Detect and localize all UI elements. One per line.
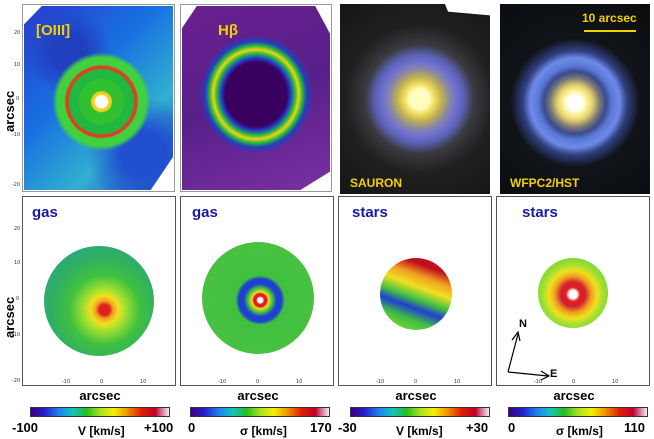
b3-xtick-3: 10 [454, 379, 461, 385]
bl-xlabel: arcsec [79, 388, 121, 403]
b4-xlabel: arcsec [553, 388, 595, 403]
gas-velocity-map [44, 246, 154, 356]
colorbar-2-max: 170 [310, 420, 332, 435]
compass-arrows [507, 330, 551, 381]
gas-dispersion-map [202, 242, 314, 354]
colorbar-gas-dispersion [190, 407, 330, 417]
bl-xtick-2: 0 [100, 379, 104, 385]
b3-xtick-1: -10 [376, 379, 385, 385]
top-ytick-2: 10 [14, 62, 21, 68]
b2-xlabel: arcsec [237, 388, 279, 403]
colorbar-2-min: 0 [188, 420, 196, 435]
bot-ytick-5: -20 [12, 378, 21, 384]
hst-image [500, 4, 650, 194]
scale-bar [584, 30, 636, 32]
colorbar-gas-velocity [30, 407, 170, 417]
bot-ytick-3: 0 [16, 296, 20, 302]
b3-xtick-2: 0 [414, 379, 418, 385]
b4-xtick-3: 10 [612, 379, 619, 385]
colorbar-4-quantity: σ [km/s] [556, 424, 603, 438]
hbeta-map-image [182, 6, 330, 190]
hst-image-panel: 10 arcsec WFPC2/HST [500, 4, 650, 194]
bot-ytick-1: 20 [14, 226, 21, 232]
oiii-map-panel: [OIII] [22, 4, 175, 192]
colorbar-4-min: 0 [508, 420, 516, 435]
top-ytick-3: 0 [16, 96, 20, 102]
compass-east-label: E [550, 368, 558, 380]
b2-xtick-1: -10 [218, 379, 227, 385]
colorbar-stars-velocity [350, 407, 490, 417]
colorbar-1-max: +100 [144, 420, 174, 435]
sauron-label: SAURON [350, 176, 403, 190]
colorbar-1-min: -100 [12, 420, 39, 435]
colorbar-3-min: -30 [338, 420, 357, 435]
stars-dispersion-map [538, 258, 608, 328]
colorbar-3-quantity: V [km/s] [396, 424, 443, 438]
b4-xtick-1: -10 [534, 379, 543, 385]
colorbar-stars-dispersion [508, 407, 648, 417]
b2-xtick-2: 0 [256, 379, 260, 385]
gas-velocity-label: gas [32, 204, 58, 221]
oiii-label: [OIII] [36, 22, 71, 39]
b3-xlabel: arcsec [395, 388, 437, 403]
top-ytick-5: -20 [12, 182, 21, 188]
top-ytick-1: 20 [14, 30, 21, 36]
b4-xtick-2: 0 [572, 379, 576, 385]
colorbar-4-max: 110 [624, 420, 645, 435]
bl-xtick-3: 10 [140, 379, 147, 385]
sauron-image-panel: SAURON [340, 4, 490, 194]
scale-bar-label: 10 arcsec [582, 11, 637, 25]
b2-xtick-3: 10 [296, 379, 303, 385]
oiii-map-frame [22, 4, 175, 192]
top-ylabel: arcsec [2, 90, 17, 132]
stars-velocity-label: stars [352, 204, 388, 221]
colorbar-3-max: +30 [466, 420, 489, 435]
hbeta-label: Hβ [218, 22, 238, 39]
top-ytick-4: -10 [12, 132, 21, 138]
hbeta-map-frame [180, 4, 332, 192]
gas-dispersion-label: gas [192, 204, 218, 221]
compass-north-label: N [519, 318, 527, 330]
oiii-map-image [24, 6, 173, 190]
stars-velocity-map [380, 258, 452, 330]
sauron-image [340, 4, 490, 194]
bot-ytick-2: 10 [14, 260, 21, 266]
hbeta-map-panel: Hβ [180, 4, 332, 192]
stars-dispersion-label: stars [522, 204, 558, 221]
bot-ytick-4: -10 [12, 332, 21, 338]
colorbar-1-quantity: V [km/s] [78, 424, 125, 438]
colorbar-2-quantity: σ [km/s] [240, 424, 287, 438]
bl-xtick-1: -10 [62, 379, 71, 385]
hst-label: WFPC2/HST [510, 176, 580, 190]
